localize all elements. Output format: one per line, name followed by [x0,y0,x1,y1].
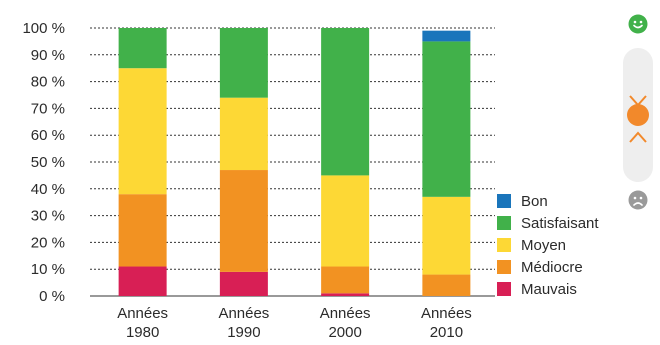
bars [118,28,471,296]
bar-segment-médiocre [118,194,167,267]
y-tick-label: 70 % [31,100,65,117]
y-tick-label: 30 % [31,208,65,225]
legend-swatch [497,282,511,296]
legend-swatch [497,260,511,274]
bar-segment-mauvais [118,266,167,296]
legend-label: Bon [521,193,548,210]
x-tick-label: 1990 [227,324,260,341]
y-tick-label: 0 % [39,288,65,305]
y-tick-label: 10 % [31,261,65,278]
y-axis: 0 % 10 % 20 % 30 % 40 % 50 % 60 % 70 % 80 % 90 % 1… [22,20,65,305]
slider-thumb[interactable] [627,104,649,126]
x-tick-label: 2010 [430,324,463,341]
y-tick-label: 20 % [31,234,65,251]
y-tick-label: 80 % [31,74,65,91]
legend-label: Moyen [521,237,566,254]
bar-segment-médiocre [422,274,471,296]
y-tick-label: 40 % [31,181,65,198]
bar-segment-moyen [118,68,167,195]
y-tick-label: 50 % [31,154,65,171]
bar-segment-médiocre [321,266,370,294]
x-axis: Années 1980 Années 1990 Années 2000 Années 2010 [117,305,472,341]
bar-segment-bon [422,30,471,42]
bar-segment-mauvais [321,293,370,296]
legend-label: Médiocre [521,259,583,276]
y-tick-label: 60 % [31,127,65,144]
bar-segment-satisfaisant [219,28,268,98]
y-tick-label: 100 % [22,20,65,37]
bar-segment-moyen [321,175,370,267]
bar-segment-satisfaisant [321,28,370,176]
x-tick-label: Années [421,305,472,322]
bar-segment-moyen [422,196,471,275]
legend-label: Satisfaisant [521,215,599,232]
legend-label: Mauvais [521,281,577,298]
happy-smiley-icon[interactable] [628,14,648,34]
legend: Bon Satisfaisant Moyen Médiocre Mauvais [497,193,599,298]
legend-swatch [497,238,511,252]
bar-segment-mauvais [219,271,268,296]
legend-swatch [497,216,511,230]
bar-segment-moyen [219,97,268,171]
bar-segment-satisfaisant [422,41,471,197]
x-tick-label: 1980 [126,324,159,341]
y-tick-label: 90 % [31,47,65,64]
x-tick-label: Années [218,305,269,322]
x-tick-label: 2000 [328,324,361,341]
rating-slider[interactable] [618,12,658,212]
bar-segment-médiocre [219,170,268,272]
bar-segment-satisfaisant [118,28,167,69]
x-tick-label: Années [320,305,371,322]
chevron-up-icon[interactable] [627,130,649,144]
sad-smiley-icon[interactable] [628,190,648,210]
legend-swatch [497,194,511,208]
x-tick-label: Années [117,305,168,322]
